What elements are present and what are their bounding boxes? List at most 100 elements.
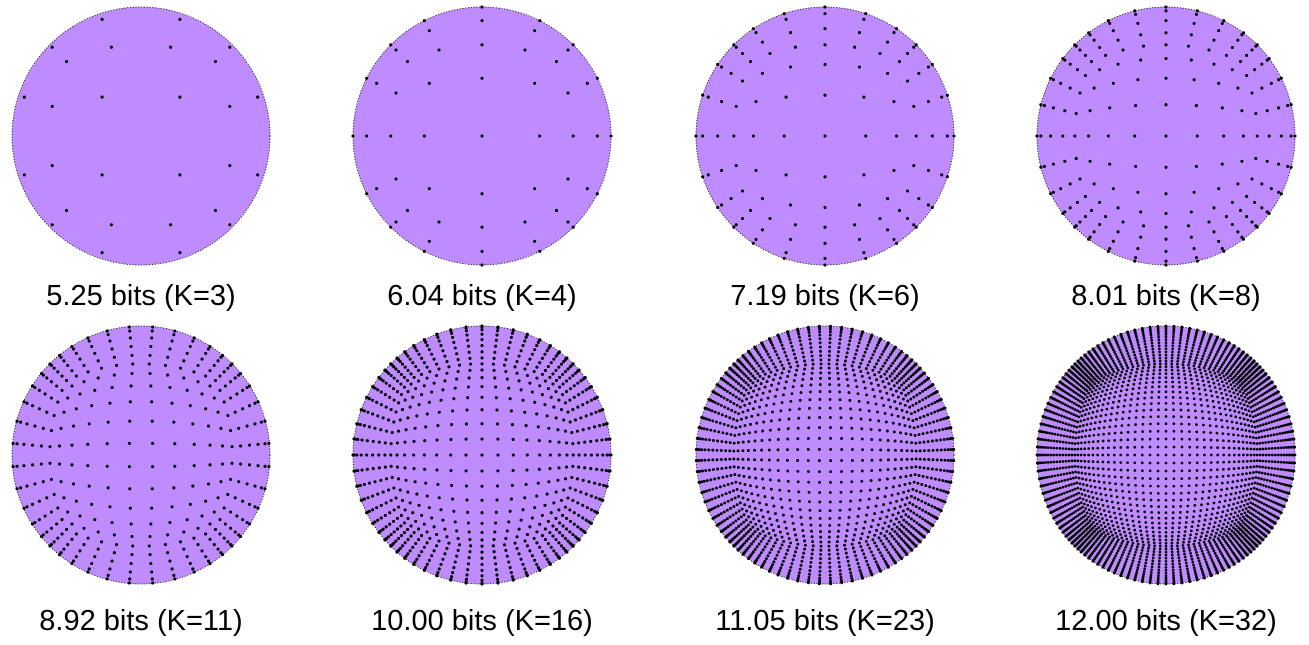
codebook-point: [70, 561, 74, 566]
codebook-point: [1282, 453, 1286, 457]
codebook-point: [917, 197, 921, 201]
codebook-point: [598, 497, 602, 501]
codebook-point: [780, 371, 784, 375]
codebook-point: [1264, 466, 1267, 469]
codebook-point: [1276, 446, 1280, 450]
codebook-point: [50, 104, 54, 108]
codebook-point: [749, 372, 753, 376]
codebook-point: [375, 506, 379, 510]
codebook-point: [796, 542, 800, 546]
codebook-point: [1264, 441, 1267, 444]
codebook-point: [1158, 362, 1162, 366]
codebook-point: [810, 552, 814, 556]
codebook-point: [719, 512, 723, 516]
codebook-point: [1274, 412, 1277, 416]
codebook-point: [788, 569, 792, 573]
codebook-point: [400, 362, 405, 366]
codebook-point: [1090, 528, 1093, 531]
codebook-point: [557, 541, 561, 545]
codebook-point: [41, 480, 45, 484]
codebook-point: [66, 543, 70, 547]
codebook-point: [900, 530, 904, 534]
codebook-point: [828, 397, 832, 401]
codebook-point: [883, 361, 887, 365]
codebook-point: [1183, 354, 1186, 358]
codebook-point: [892, 168, 896, 173]
codebook-point: [398, 360, 402, 364]
codebook-point: [1035, 134, 1039, 138]
codebook-point: [607, 469, 611, 473]
codebook-point: [778, 418, 782, 422]
codebook-point: [437, 539, 441, 543]
codebook-point: [1111, 239, 1115, 243]
codebook-point: [579, 527, 583, 531]
codebook-point: [787, 572, 791, 575]
codebook-point: [913, 371, 917, 375]
codebook-point: [536, 481, 540, 485]
codebook-point: [1095, 361, 1099, 365]
codebook-point: [698, 437, 702, 441]
codebook-point: [778, 360, 782, 364]
codebook-point: [1267, 447, 1271, 450]
codebook-point: [66, 363, 70, 367]
codebook-point: [875, 528, 878, 532]
codebook-point: [890, 527, 894, 531]
sphere-plot: [1035, 324, 1297, 586]
codebook-point: [571, 464, 575, 468]
codebook-point: [837, 346, 841, 350]
codebook-point: [387, 418, 391, 422]
codebook-point: [707, 438, 711, 442]
codebook-point: [916, 530, 920, 534]
codebook-point: [204, 555, 208, 559]
codebook-point: [922, 440, 926, 444]
codebook-point: [1217, 187, 1221, 191]
codebook-point: [585, 506, 589, 510]
codebook-point: [196, 543, 200, 547]
codebook-point: [149, 384, 153, 388]
codebook-point: [535, 365, 539, 369]
codebook-point: [1062, 472, 1066, 476]
codebook-point: [829, 447, 833, 451]
sphere-panel-k3: 5.25 bits (K=3): [6, 1, 276, 311]
codebook-point: [772, 378, 775, 382]
codebook-point: [749, 534, 753, 538]
codebook-point: [170, 567, 174, 571]
codebook-point: [1256, 511, 1260, 515]
codebook-point: [930, 402, 934, 406]
codebook-point: [724, 466, 728, 470]
codebook-point: [1193, 361, 1197, 365]
codebook-point: [559, 544, 564, 548]
codebook-point: [741, 440, 745, 444]
codebook-point: [750, 542, 754, 546]
codebook-point: [480, 562, 484, 566]
codebook-point: [229, 510, 233, 514]
codebook-point: [943, 458, 947, 462]
codebook-point: [818, 480, 821, 484]
codebook-point: [22, 464, 26, 468]
codebook-point: [779, 409, 783, 413]
codebook-point: [724, 457, 728, 461]
codebook-point: [543, 368, 547, 373]
codebook-point: [1074, 470, 1077, 474]
codebook-point: [30, 463, 35, 467]
codebook-point: [509, 497, 513, 501]
codebook-point: [1067, 459, 1071, 463]
codebook-point: [59, 355, 63, 359]
codebook-point: [524, 424, 528, 428]
codebook-point: [492, 538, 496, 542]
codebook-point: [1111, 539, 1114, 542]
codebook-point: [749, 484, 752, 488]
codebook-point: [22, 95, 26, 99]
codebook-point: [427, 348, 431, 352]
codebook-point: [890, 379, 894, 383]
codebook-point: [705, 427, 709, 431]
codebook-point: [587, 426, 591, 430]
codebook-point: [1259, 495, 1263, 498]
codebook-point: [1067, 453, 1071, 457]
sphere-caption: 11.05 bits (K=23): [715, 605, 935, 637]
codebook-point: [1271, 413, 1275, 417]
codebook-point: [1063, 390, 1067, 394]
codebook-point: [206, 559, 211, 563]
codebook-point: [1074, 391, 1077, 395]
codebook-point: [735, 533, 739, 537]
